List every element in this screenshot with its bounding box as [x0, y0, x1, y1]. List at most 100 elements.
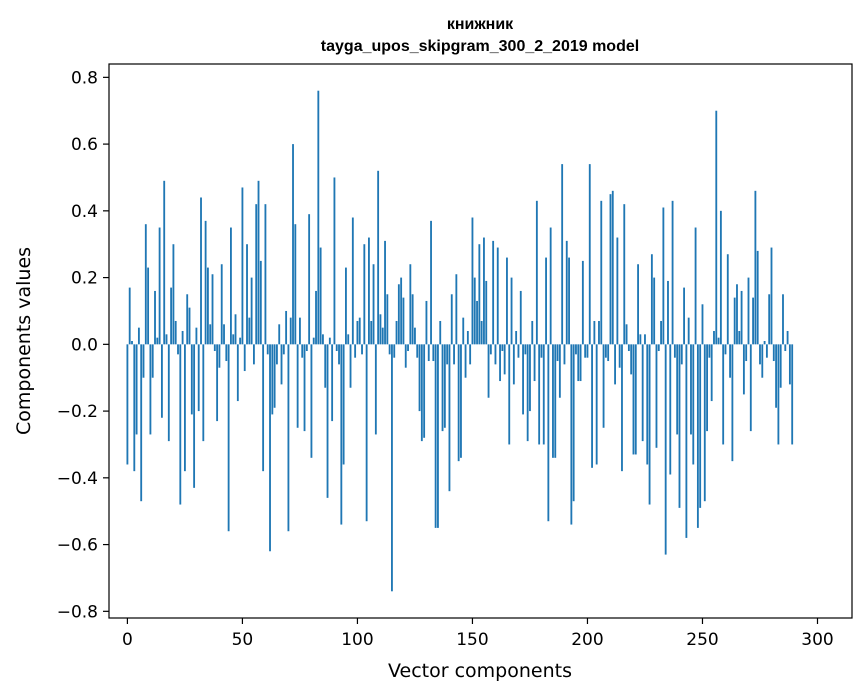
bar — [147, 267, 150, 345]
bar — [625, 324, 628, 345]
bar — [305, 344, 308, 352]
bar — [662, 207, 665, 345]
bar — [542, 344, 545, 445]
bar — [694, 227, 697, 345]
bar — [761, 344, 764, 378]
bar — [699, 344, 702, 508]
bar — [558, 344, 561, 398]
bar — [439, 320, 442, 345]
bar — [296, 344, 299, 428]
bar — [579, 344, 582, 382]
bar — [460, 344, 462, 458]
bar — [453, 344, 455, 365]
bar — [770, 247, 773, 345]
bar — [172, 244, 175, 345]
bar — [499, 344, 501, 382]
bar — [282, 344, 285, 355]
x-tick-label: 200 — [571, 630, 603, 650]
bar — [740, 290, 743, 345]
bar — [142, 344, 145, 378]
bar — [586, 344, 589, 358]
bar — [397, 284, 400, 345]
bar — [637, 264, 639, 345]
bar — [179, 344, 182, 505]
bar — [784, 344, 787, 352]
bar — [788, 344, 791, 385]
bar — [151, 344, 154, 378]
bar — [623, 204, 626, 345]
bar — [577, 344, 580, 382]
bar — [747, 277, 750, 345]
x-tick-label: 150 — [456, 630, 488, 650]
bar — [354, 344, 357, 358]
bar — [167, 344, 170, 442]
bar — [752, 297, 755, 345]
bar — [236, 344, 239, 402]
chart-title-line1: книжник — [447, 16, 514, 33]
bar — [655, 344, 658, 448]
bar — [503, 344, 506, 375]
bar — [351, 217, 354, 345]
bar — [540, 344, 543, 358]
bar — [476, 300, 478, 345]
y-tick-label: −0.8 — [57, 602, 98, 622]
bar — [565, 240, 568, 345]
bar — [411, 294, 414, 345]
bar — [280, 344, 283, 385]
bar — [223, 324, 225, 345]
bar — [273, 344, 276, 408]
bar — [225, 344, 228, 362]
bar — [133, 344, 136, 472]
bar — [455, 274, 458, 345]
bar — [317, 90, 320, 345]
bar — [634, 344, 637, 455]
bar — [687, 317, 690, 345]
bar — [248, 317, 251, 345]
bar — [227, 344, 230, 532]
bar — [611, 190, 614, 345]
bar — [538, 344, 541, 445]
bar — [512, 344, 515, 385]
bar — [595, 344, 598, 465]
bar — [239, 337, 242, 345]
bar — [667, 280, 669, 345]
bar — [301, 344, 304, 358]
x-tick-label: 0 — [122, 630, 133, 650]
bar — [131, 341, 133, 345]
bar — [312, 337, 315, 345]
bar — [782, 294, 784, 345]
bar — [342, 344, 345, 465]
bar — [209, 324, 212, 345]
y-tick-label: 0.0 — [71, 335, 98, 355]
x-tick-label: 50 — [232, 630, 254, 650]
bar — [441, 344, 444, 432]
bar — [708, 344, 711, 358]
bar — [736, 284, 738, 345]
chart-title-line2: tayga_upos_skipgram_300_2_2019 model — [321, 38, 639, 55]
bar — [333, 177, 336, 345]
y-tick-label: 0.6 — [71, 135, 98, 155]
bar — [432, 344, 435, 362]
x-axis-label: Vector components — [388, 660, 572, 682]
bar — [572, 344, 575, 502]
bar — [575, 344, 577, 355]
bar — [154, 290, 156, 345]
bar — [423, 344, 426, 438]
bar — [319, 247, 322, 345]
bar — [531, 320, 534, 345]
bar — [692, 344, 695, 465]
bar — [685, 344, 688, 538]
bar — [581, 260, 584, 345]
bar — [402, 297, 405, 345]
bar — [335, 344, 338, 352]
bar — [593, 320, 596, 345]
bar — [722, 344, 725, 445]
y-tick-label: −0.4 — [57, 469, 98, 489]
bar — [391, 344, 393, 592]
bar — [464, 344, 467, 378]
bar — [326, 344, 329, 498]
bar — [506, 257, 508, 345]
bar — [717, 337, 720, 345]
bar — [195, 327, 198, 345]
